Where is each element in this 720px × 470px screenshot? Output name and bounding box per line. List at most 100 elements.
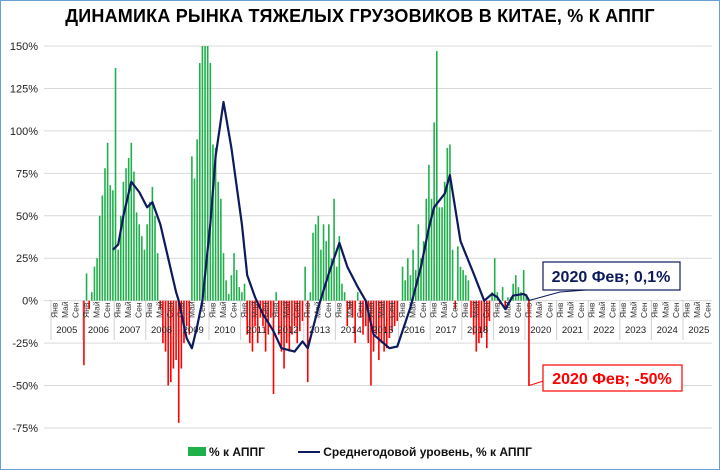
bar: [493, 258, 496, 301]
month-tick-label: Май: [344, 301, 354, 318]
month-tick-label: Май: [502, 301, 512, 318]
bar: [478, 300, 480, 344]
bar: [420, 258, 422, 301]
bar: [283, 300, 285, 369]
month-tick-label: Янв: [49, 302, 59, 318]
month-tick-label: Сен: [260, 302, 270, 318]
bar: [230, 275, 233, 301]
bar: [425, 198, 428, 301]
bar: [486, 300, 488, 349]
month-tick-label: Май: [91, 301, 101, 318]
bar: [314, 224, 317, 301]
bar: [451, 249, 454, 301]
y-tick-label: 75%: [16, 168, 38, 180]
bar: [220, 198, 222, 301]
bar: [388, 300, 391, 339]
month-tick-label: Май: [439, 301, 449, 318]
legend-swatch-line: [298, 450, 321, 453]
bar: [470, 300, 472, 318]
bar: [270, 300, 272, 318]
bar: [401, 266, 404, 301]
month-tick-label: Янв: [334, 302, 344, 318]
bar: [180, 300, 183, 369]
bar: [472, 300, 475, 335]
bar: [277, 300, 280, 335]
bar: [512, 283, 514, 301]
callout-box-line: [542, 261, 681, 291]
bar: [138, 224, 141, 301]
month-tick-label: Сен: [386, 302, 396, 318]
bar: [325, 241, 327, 301]
bar: [177, 300, 180, 423]
bar: [312, 232, 314, 301]
bar: [288, 300, 291, 352]
bar: [346, 300, 349, 327]
month-tick-label: Сен: [608, 302, 618, 318]
bar: [201, 46, 204, 301]
month-tick-label: Сен: [355, 302, 365, 318]
y-axis-ticks: 150% 125% 100% 75% 50% 25% 0% -25% -50% -75%: [10, 41, 38, 435]
bar: [393, 300, 396, 327]
bar: [304, 266, 306, 301]
bar: [293, 300, 296, 327]
bar: [185, 300, 188, 327]
month-tick-label: Сен: [450, 302, 460, 318]
bar: [209, 62, 212, 301]
bar: [264, 300, 267, 352]
bar: [225, 280, 227, 301]
y-tick-label: 125%: [10, 83, 38, 95]
bar: [454, 300, 457, 310]
bar: [217, 181, 220, 301]
bar: [296, 300, 299, 344]
legend-swatch-bars: [188, 447, 207, 457]
bar: [249, 300, 251, 344]
bar: [141, 236, 143, 301]
bar: [275, 292, 277, 301]
month-tick-label: Янв: [523, 302, 533, 318]
month-tick-label: Май: [629, 301, 639, 318]
month-tick-label: Май: [123, 301, 133, 318]
month-tick-label: Сен: [481, 302, 491, 318]
bar: [238, 287, 241, 301]
bar: [101, 195, 104, 301]
bar: [175, 300, 177, 361]
callout-text-line: 2020 Фев; 0,1%: [552, 269, 671, 286]
bar: [341, 283, 343, 301]
bar: [328, 224, 330, 301]
bar: [198, 62, 201, 301]
month-tick-label: Май: [692, 301, 702, 318]
bar: [349, 300, 351, 310]
bar: [417, 224, 420, 301]
bar: [443, 181, 446, 301]
year-label: 2018: [467, 325, 488, 336]
bar: [301, 300, 304, 322]
bar: [507, 297, 509, 301]
bar: [488, 300, 491, 322]
bar: [167, 300, 169, 386]
month-tick-label: Май: [376, 301, 386, 318]
bar: [467, 280, 470, 301]
bar: [483, 300, 485, 332]
bar: [96, 258, 98, 301]
legend-label-line: Среднегодовой уровень, % к АППГ: [323, 444, 532, 459]
year-label: 2011: [246, 325, 266, 336]
month-tick-label: Сен: [639, 302, 649, 318]
bar: [148, 202, 151, 301]
bar: [172, 300, 175, 369]
callout-text-bar: 2020 Фев; -50%: [552, 371, 672, 388]
bar: [106, 142, 109, 301]
month-tick-label: Янв: [429, 302, 439, 318]
bar: [480, 300, 483, 339]
bar: [372, 300, 375, 352]
year-label: 2023: [625, 325, 646, 336]
month-tick-label: Май: [660, 301, 670, 318]
month-tick-label: Май: [281, 301, 291, 318]
bar: [375, 300, 378, 335]
bar: [354, 300, 356, 344]
callout-box-bar: [542, 364, 683, 392]
bar: [143, 249, 146, 301]
bar: [204, 46, 206, 301]
month-tick-label: Сен: [70, 302, 80, 318]
year-label: 2005: [56, 325, 77, 336]
